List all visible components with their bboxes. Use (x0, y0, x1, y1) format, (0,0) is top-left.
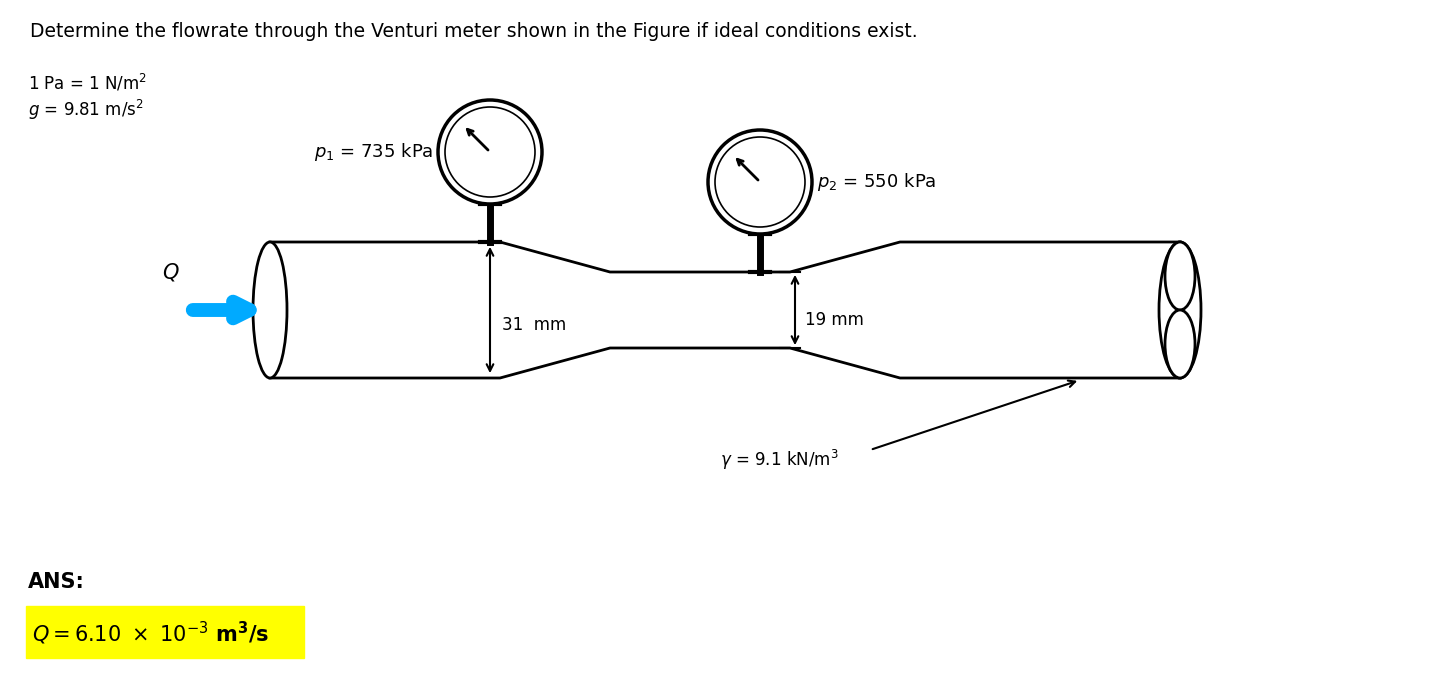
Text: $Q$: $Q$ (162, 261, 181, 283)
FancyBboxPatch shape (26, 606, 304, 658)
Text: $p_1$ = 735 kPa: $p_1$ = 735 kPa (314, 141, 433, 163)
Text: $g$ = 9.81 m/s$^2$: $g$ = 9.81 m/s$^2$ (29, 98, 143, 122)
Text: $Q = 6.10\ \times\ 10^{-3}\ \mathbf{m^3/s}$: $Q = 6.10\ \times\ 10^{-3}\ \mathbf{m^3/… (32, 619, 269, 647)
Text: 31  mm: 31 mm (502, 316, 566, 334)
Text: ANS:: ANS: (29, 572, 85, 592)
Ellipse shape (1165, 242, 1195, 310)
Circle shape (438, 100, 542, 204)
Ellipse shape (254, 242, 287, 378)
Text: 19 mm: 19 mm (805, 311, 864, 329)
Text: 1 Pa = 1 N/m$^2$: 1 Pa = 1 N/m$^2$ (29, 72, 148, 93)
Text: $\gamma$ = 9.1 kN/m$^3$: $\gamma$ = 9.1 kN/m$^3$ (719, 448, 838, 472)
Circle shape (708, 130, 813, 234)
Ellipse shape (1165, 310, 1195, 378)
Text: Determine the flowrate through the Venturi meter shown in the Figure if ideal co: Determine the flowrate through the Ventu… (30, 22, 917, 41)
Ellipse shape (1159, 242, 1201, 378)
Text: $p_2$ = 550 kPa: $p_2$ = 550 kPa (817, 171, 936, 193)
